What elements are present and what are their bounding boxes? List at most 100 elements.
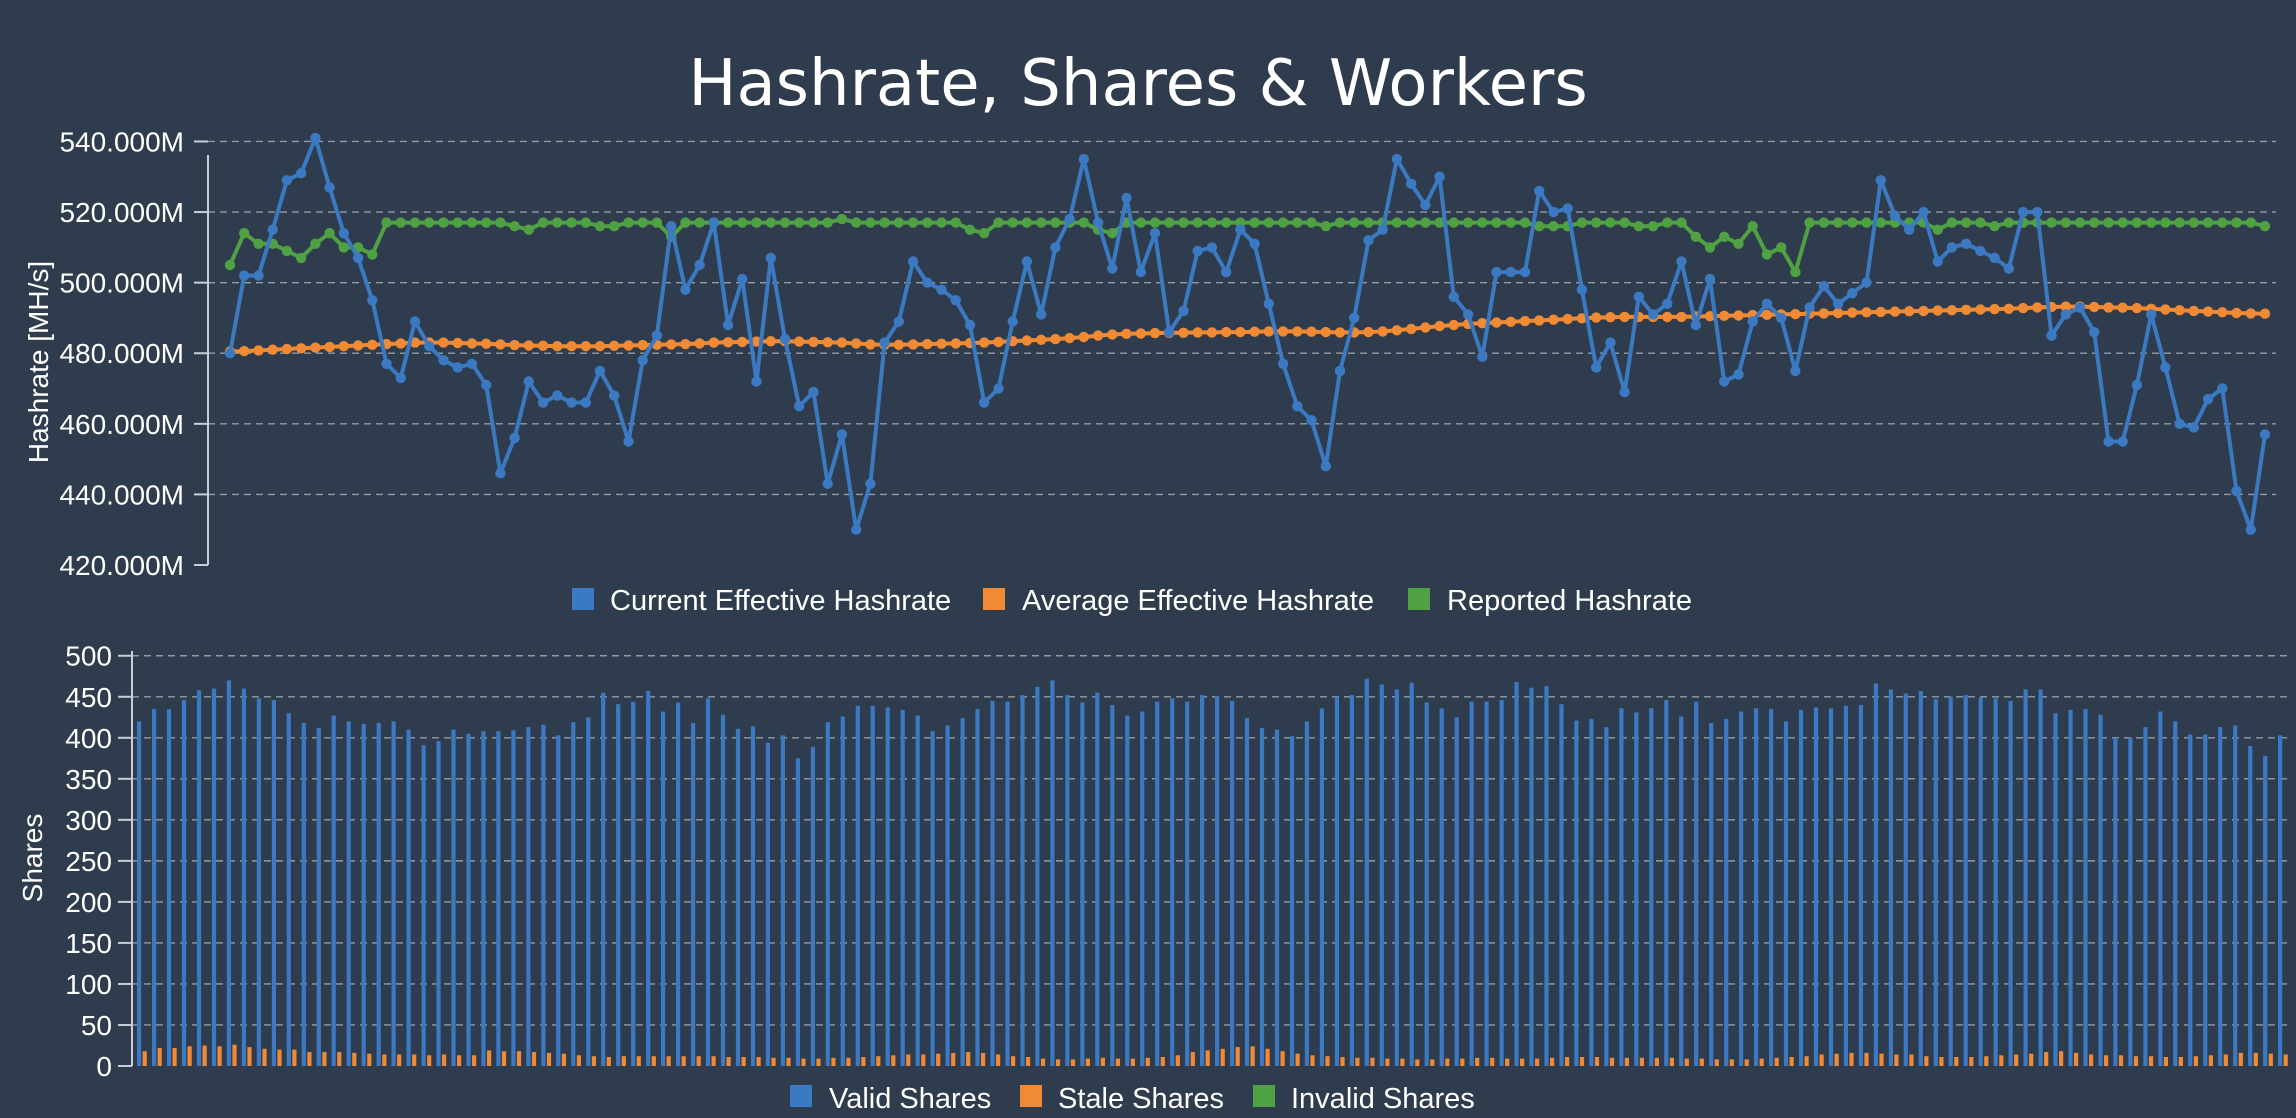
bar-stale-shares[interactable] (2059, 1051, 2064, 1066)
bar-valid-shares[interactable] (661, 711, 666, 1067)
bar-valid-shares[interactable] (1694, 701, 1699, 1066)
point-average-effective-hashrate[interactable] (1519, 315, 1531, 327)
point-average-effective-hashrate[interactable] (1875, 306, 1887, 318)
bar-valid-shares[interactable] (900, 709, 905, 1066)
point-reported-hashrate[interactable] (993, 217, 1004, 228)
bar-stale-shares[interactable] (681, 1056, 686, 1066)
point-average-effective-hashrate[interactable] (1989, 303, 2000, 315)
point-current-effective-hashrate[interactable] (779, 333, 791, 345)
point-current-effective-hashrate[interactable] (1633, 291, 1645, 302)
point-reported-hashrate[interactable] (1747, 221, 1758, 232)
bar-stale-shares[interactable] (1026, 1057, 1031, 1066)
point-average-effective-hashrate[interactable] (1021, 335, 1033, 346)
point-current-effective-hashrate[interactable] (2188, 422, 2199, 433)
point-current-effective-hashrate[interactable] (2060, 309, 2071, 320)
point-average-effective-hashrate[interactable] (523, 340, 534, 351)
point-average-effective-hashrate[interactable] (466, 338, 478, 349)
bar-valid-shares[interactable] (346, 721, 351, 1066)
point-reported-hashrate[interactable] (2174, 217, 2185, 228)
bar-valid-shares[interactable] (181, 700, 187, 1066)
point-average-effective-hashrate[interactable] (2103, 302, 2114, 313)
point-reported-hashrate[interactable] (452, 217, 463, 228)
bar-valid-shares[interactable] (1454, 717, 1459, 1066)
point-current-effective-hashrate[interactable] (1164, 326, 1175, 338)
bar-stale-shares[interactable] (1744, 1059, 1749, 1066)
point-current-effective-hashrate[interactable] (1277, 358, 1289, 369)
bar-stale-shares[interactable] (2089, 1054, 2094, 1067)
point-average-effective-hashrate[interactable] (637, 339, 648, 351)
point-reported-hashrate[interactable] (1861, 217, 1872, 228)
bar-stale-shares[interactable] (1310, 1055, 1315, 1066)
bar-valid-shares[interactable] (780, 735, 785, 1066)
point-reported-hashrate[interactable] (751, 217, 762, 228)
point-reported-hashrate[interactable] (1619, 217, 1630, 228)
point-current-effective-hashrate[interactable] (922, 277, 933, 288)
point-average-effective-hashrate[interactable] (1477, 318, 1488, 329)
bar-valid-shares[interactable] (1274, 729, 1280, 1066)
bar-valid-shares[interactable] (1439, 708, 1444, 1066)
point-average-effective-hashrate[interactable] (1704, 311, 1716, 322)
bar-stale-shares[interactable] (1594, 1057, 1600, 1066)
bar-stale-shares[interactable] (307, 1052, 312, 1066)
bar-valid-shares[interactable] (1095, 692, 1100, 1066)
bar-valid-shares[interactable] (1903, 693, 1908, 1067)
point-current-effective-hashrate[interactable] (523, 376, 534, 387)
bar-stale-shares[interactable] (816, 1058, 821, 1066)
point-average-effective-hashrate[interactable] (1719, 310, 1730, 321)
point-reported-hashrate[interactable] (1434, 217, 1445, 228)
bar-valid-shares[interactable] (241, 688, 246, 1066)
point-reported-hashrate[interactable] (922, 217, 933, 228)
point-current-effective-hashrate[interactable] (267, 224, 278, 235)
bar-valid-shares[interactable] (960, 718, 965, 1066)
point-reported-hashrate[interactable] (1790, 266, 1801, 278)
bar-stale-shares[interactable] (472, 1055, 477, 1066)
point-current-effective-hashrate[interactable] (1391, 153, 1403, 165)
point-current-effective-hashrate[interactable] (1690, 319, 1702, 331)
bar-stale-shares[interactable] (1445, 1058, 1450, 1066)
bar-valid-shares[interactable] (451, 729, 456, 1066)
bar-valid-shares[interactable] (1828, 708, 1834, 1066)
point-reported-hashrate[interactable] (1505, 217, 1517, 228)
bar-valid-shares[interactable] (1739, 711, 1744, 1067)
bar-valid-shares[interactable] (137, 721, 142, 1066)
legend-item-valid-shares[interactable]: Valid Shares (790, 1083, 991, 1115)
bar-valid-shares[interactable] (1424, 702, 1429, 1067)
point-reported-hashrate[interactable] (523, 224, 534, 235)
point-average-effective-hashrate[interactable] (1889, 306, 1901, 317)
point-reported-hashrate[interactable] (537, 217, 549, 228)
bar-valid-shares[interactable] (631, 701, 636, 1066)
point-reported-hashrate[interactable] (722, 217, 734, 228)
point-reported-hashrate[interactable] (509, 221, 520, 232)
point-current-effective-hashrate[interactable] (979, 397, 990, 408)
point-reported-hashrate[interactable] (1021, 217, 1033, 228)
point-current-effective-hashrate[interactable] (737, 273, 748, 285)
point-current-effective-hashrate[interactable] (1889, 210, 1901, 221)
bar-valid-shares[interactable] (840, 716, 845, 1067)
bar-stale-shares[interactable] (1100, 1057, 1105, 1066)
bar-stale-shares[interactable] (1205, 1050, 1210, 1066)
point-reported-hashrate[interactable] (1221, 217, 1232, 228)
bar-valid-shares[interactable] (810, 746, 815, 1066)
point-current-effective-hashrate[interactable] (352, 252, 364, 264)
bar-valid-shares[interactable] (406, 729, 411, 1066)
bar-valid-shares[interactable] (1574, 720, 1579, 1066)
bar-stale-shares[interactable] (1011, 1056, 1016, 1066)
point-average-effective-hashrate[interactable] (822, 337, 833, 348)
point-current-effective-hashrate[interactable] (495, 468, 506, 479)
bar-stale-shares[interactable] (996, 1054, 1001, 1067)
point-average-effective-hashrate[interactable] (537, 340, 549, 351)
bar-stale-shares[interactable] (951, 1052, 956, 1066)
bar-valid-shares[interactable] (1349, 695, 1354, 1066)
bar-stale-shares[interactable] (1879, 1053, 1884, 1066)
bar-stale-shares[interactable] (636, 1056, 641, 1066)
bar-stale-shares[interactable] (1729, 1059, 1734, 1066)
point-average-effective-hashrate[interactable] (2131, 302, 2143, 314)
bar-valid-shares[interactable] (1604, 727, 1609, 1066)
point-average-effective-hashrate[interactable] (1149, 327, 1161, 339)
point-current-effective-hashrate[interactable] (367, 295, 378, 306)
point-reported-hashrate[interactable] (1462, 217, 1474, 228)
point-current-effective-hashrate[interactable] (1420, 199, 1431, 211)
point-current-effective-hashrate[interactable] (836, 429, 848, 440)
bar-valid-shares[interactable] (1125, 715, 1130, 1066)
point-reported-hashrate[interactable] (2245, 217, 2256, 228)
